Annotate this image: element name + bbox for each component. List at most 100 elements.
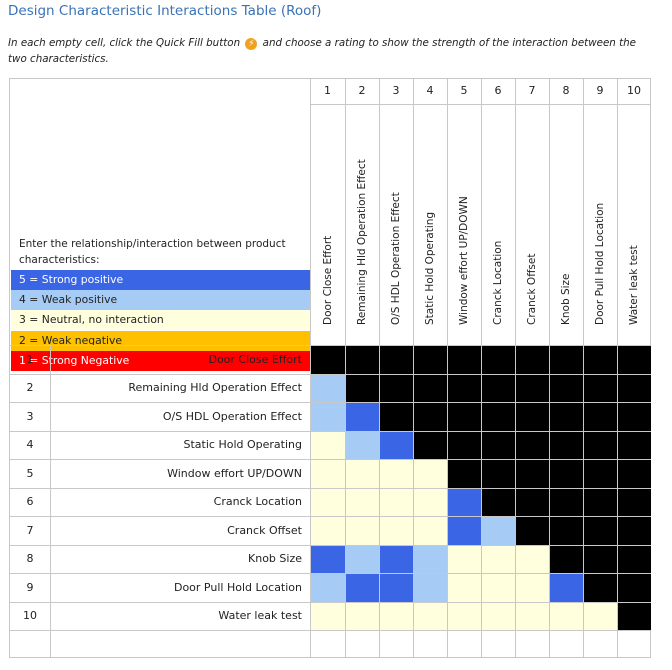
interaction-cell[interactable] [311, 603, 345, 630]
blocked-cell [414, 403, 447, 431]
interaction-cell[interactable] [346, 460, 379, 488]
interaction-cell[interactable] [482, 517, 515, 545]
blocked-cell [516, 517, 549, 545]
blocked-cell [346, 375, 379, 402]
blocked-cell [516, 489, 549, 516]
column-title: Cranck Location [481, 104, 515, 345]
row-number: 5 [26, 467, 34, 480]
interaction-cell[interactable] [346, 517, 379, 545]
column-title-text: Knob Size [560, 273, 572, 325]
interaction-cell[interactable] [311, 489, 345, 516]
blocked-cell [550, 460, 583, 488]
column-title-text: O/S HDL Operation Effect [390, 192, 402, 325]
blocked-cell [618, 517, 651, 545]
blocked-cell [584, 346, 617, 374]
interaction-cell[interactable] [346, 432, 379, 459]
row-label: Knob Size [248, 552, 302, 565]
interaction-cell[interactable] [346, 603, 379, 630]
interaction-cell[interactable] [516, 546, 549, 573]
blocked-cell [414, 432, 447, 459]
column-title-text: Remaining Hld Operation Effect [356, 159, 368, 325]
column-title: Window effort UP/DOWN [447, 104, 481, 345]
column-title-text: Cranck Offset [526, 253, 538, 325]
interaction-cell[interactable] [346, 489, 379, 516]
column-title: Cranck Offset [515, 104, 549, 345]
interaction-cell[interactable] [346, 574, 379, 602]
page-title: Design Characteristic Interactions Table… [8, 3, 322, 19]
interaction-cell[interactable] [448, 517, 481, 545]
interaction-cell[interactable] [346, 546, 379, 573]
instructions: In each empty cell, click the Quick Fill… [8, 35, 648, 67]
interaction-cell[interactable] [482, 546, 515, 573]
legend-item-4: 4 = Weak positive [11, 290, 311, 310]
interaction-cell[interactable] [311, 432, 345, 459]
legend-item-3: 3 = Neutral, no interaction [11, 310, 311, 330]
interaction-cell[interactable] [482, 574, 515, 602]
interaction-cell[interactable] [448, 603, 481, 630]
interaction-cell[interactable] [380, 603, 413, 630]
column-title: Door Close Effort [310, 104, 345, 345]
interaction-cell[interactable] [380, 432, 413, 459]
interaction-cell[interactable] [448, 574, 481, 602]
interaction-cell[interactable] [414, 574, 447, 602]
column-title-text: Static Hold Operating [424, 211, 436, 325]
row-number: 9 [26, 581, 34, 594]
interaction-cell[interactable] [414, 546, 447, 573]
row-number: 6 [26, 495, 34, 508]
column-title: O/S HDL Operation Effect [379, 104, 413, 345]
blocked-cell [516, 403, 549, 431]
interaction-cell[interactable] [414, 517, 447, 545]
blocked-cell [550, 403, 583, 431]
interaction-cell[interactable] [380, 574, 413, 602]
interaction-cell[interactable] [448, 546, 481, 573]
blocked-cell [448, 432, 481, 459]
interaction-cell[interactable] [311, 546, 345, 573]
blocked-cell [618, 546, 651, 573]
interaction-cell[interactable] [380, 489, 413, 516]
interaction-cell[interactable] [584, 603, 617, 630]
interaction-cell[interactable] [516, 574, 549, 602]
blocked-cell [550, 517, 583, 545]
blocked-cell [482, 460, 515, 488]
interaction-cell[interactable] [311, 460, 345, 488]
blocked-cell [414, 375, 447, 402]
row-label: Door Pull Hold Location [173, 581, 302, 594]
row-label: Remaining Hld Operation Effect [128, 381, 302, 394]
column-number: 6 [494, 84, 502, 97]
blocked-cell [550, 546, 583, 573]
column-title: Remaining Hld Operation Effect [345, 104, 379, 345]
column-title-text: Water leak test [628, 245, 640, 325]
interaction-cell[interactable] [414, 603, 447, 630]
row-label: Cranck Offset [227, 524, 302, 537]
interaction-cell[interactable] [380, 517, 413, 545]
blocked-cell [584, 517, 617, 545]
row-number: 3 [26, 410, 34, 423]
interaction-cell[interactable] [311, 403, 345, 431]
blocked-cell [550, 346, 583, 374]
blocked-cell [618, 489, 651, 516]
blocked-cell [380, 403, 413, 431]
interaction-cell[interactable] [380, 460, 413, 488]
blocked-cell [516, 346, 549, 374]
interaction-cell[interactable] [346, 403, 379, 431]
blocked-cell [448, 375, 481, 402]
column-title: Door Pull Hold Location [583, 104, 617, 345]
legend-item-1: 1 = Strong Negative [11, 351, 311, 371]
interaction-cell[interactable] [550, 574, 583, 602]
blocked-cell [584, 574, 617, 602]
blocked-cell [448, 346, 481, 374]
interaction-cell[interactable] [414, 460, 447, 488]
interaction-cell[interactable] [550, 603, 583, 630]
interaction-cell[interactable] [380, 546, 413, 573]
quick-fill-lightning-icon: ⚡ [245, 38, 258, 50]
interaction-cell[interactable] [482, 603, 515, 630]
instructions-text-end: and choose a rating to show the strength… [8, 37, 636, 65]
interaction-cell[interactable] [311, 574, 345, 602]
interaction-cell[interactable] [414, 489, 447, 516]
interaction-cell[interactable] [448, 489, 481, 516]
blocked-cell [550, 375, 583, 402]
blocked-cell [380, 375, 413, 402]
interaction-cell[interactable] [311, 375, 345, 402]
interaction-cell[interactable] [516, 603, 549, 630]
interaction-cell[interactable] [311, 517, 345, 545]
